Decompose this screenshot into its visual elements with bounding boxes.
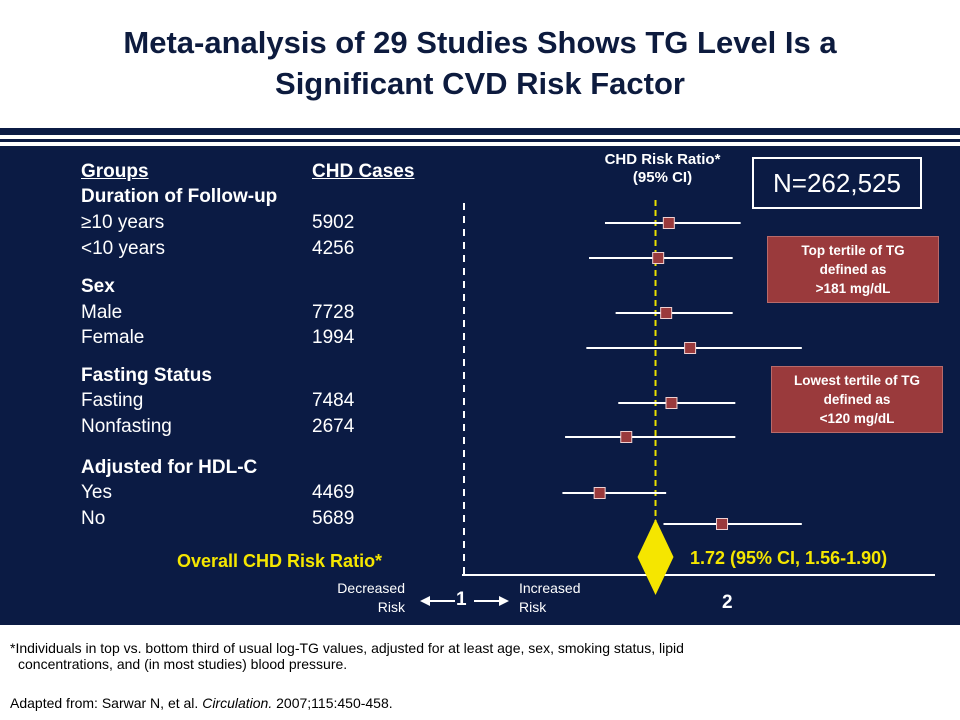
increased-arrow-head xyxy=(499,596,509,606)
row-cases: 5689 xyxy=(312,508,355,529)
title-rule-thick xyxy=(0,128,960,135)
point-estimate-marker xyxy=(660,307,673,319)
col-header-ratio-line1: CHD Risk Ratio* xyxy=(604,151,721,168)
point-estimate-marker xyxy=(716,518,729,530)
section-heading: Sex xyxy=(81,276,115,297)
increased-risk-label: Increased Risk xyxy=(519,579,580,617)
point-estimate-marker xyxy=(620,431,633,443)
source-citation: Adapted from: Sarwar N, et al. Circulati… xyxy=(10,695,393,711)
point-estimate-marker xyxy=(652,252,665,264)
tick-label-2: 2 xyxy=(722,592,733,613)
overall-diamond xyxy=(637,519,674,595)
bottom-tertile-line: defined as xyxy=(823,392,891,407)
point-estimate-marker xyxy=(665,397,678,409)
footnote: *Individuals in top vs. bottom third of … xyxy=(10,640,684,672)
bottom-tertile-line: <120 mg/dL xyxy=(819,411,895,426)
footnote-line1: *Individuals in top vs. bottom third of … xyxy=(10,640,684,656)
row-label: Fasting xyxy=(81,390,144,411)
row-label: <10 years xyxy=(81,238,165,259)
top-tertile-line: Top tertile of TG xyxy=(801,243,905,258)
col-header-groups: Groups xyxy=(81,161,149,182)
row-label: Female xyxy=(81,327,145,348)
overall-estimate-label: 1.72 (95% CI, 1.56-1.90) xyxy=(690,548,888,568)
tick-label-1: 1 xyxy=(456,589,467,610)
decreased-arrow-head xyxy=(420,596,430,606)
row-cases: 4256 xyxy=(312,238,355,259)
row-cases: 2674 xyxy=(312,416,355,437)
row-label: ≥10 years xyxy=(81,212,165,233)
decreased-label-line2: Risk xyxy=(377,599,405,615)
title-rule-thin xyxy=(0,139,960,142)
row-cases: 5902 xyxy=(312,212,355,233)
section-heading: Duration of Follow-up xyxy=(81,186,278,207)
point-estimate-marker xyxy=(662,217,675,229)
footnote-line2: concentrations, and (in most studies) bl… xyxy=(18,656,348,672)
increased-label-line2: Risk xyxy=(519,599,547,615)
slide-title: Meta-analysis of 29 Studies Shows TG Lev… xyxy=(0,22,960,104)
col-header-cases: CHD Cases xyxy=(312,161,415,182)
section-heading: Fasting Status xyxy=(81,365,212,386)
top-tertile-note: Top tertile of TG defined as >181 mg/dL xyxy=(767,236,939,303)
row-cases: 4469 xyxy=(312,482,355,503)
bottom-tertile-note: Lowest tertile of TG defined as <120 mg/… xyxy=(771,366,943,433)
row-cases: 7728 xyxy=(312,302,355,323)
title-line-2: Significant CVD Risk Factor xyxy=(275,66,685,101)
title-line-1: Meta-analysis of 29 Studies Shows TG Lev… xyxy=(123,25,837,60)
row-cases: 7484 xyxy=(312,390,355,411)
overall-label: Overall CHD Risk Ratio* xyxy=(177,551,383,571)
row-label: Yes xyxy=(81,482,112,503)
section-heading: Adjusted for HDL-C xyxy=(81,457,258,478)
row-label: Nonfasting xyxy=(81,416,172,437)
sample-size-box: N=262,525 xyxy=(752,157,922,209)
row-label: No xyxy=(81,508,106,529)
top-tertile-line: defined as xyxy=(819,262,887,277)
row-label: Male xyxy=(81,302,123,323)
decreased-risk-label: Decreased Risk xyxy=(300,579,405,617)
point-estimate-marker xyxy=(593,487,606,499)
source-prefix: Adapted from: Sarwar N, et al. xyxy=(10,695,203,711)
bottom-tertile-line: Lowest tertile of TG xyxy=(793,373,920,388)
row-cases: 1994 xyxy=(312,327,355,348)
decreased-label-line1: Decreased xyxy=(337,580,405,596)
col-header-ratio: CHD Risk Ratio* (95% CI) xyxy=(560,151,765,187)
source-suffix: 2007;115:450-458. xyxy=(272,695,393,711)
col-header-ratio-line2: (95% CI) xyxy=(632,169,693,186)
increased-label-line1: Increased xyxy=(519,580,581,596)
top-tertile-line: >181 mg/dL xyxy=(815,281,891,296)
point-estimate-marker xyxy=(684,342,697,354)
source-journal: Circulation. xyxy=(202,695,273,711)
